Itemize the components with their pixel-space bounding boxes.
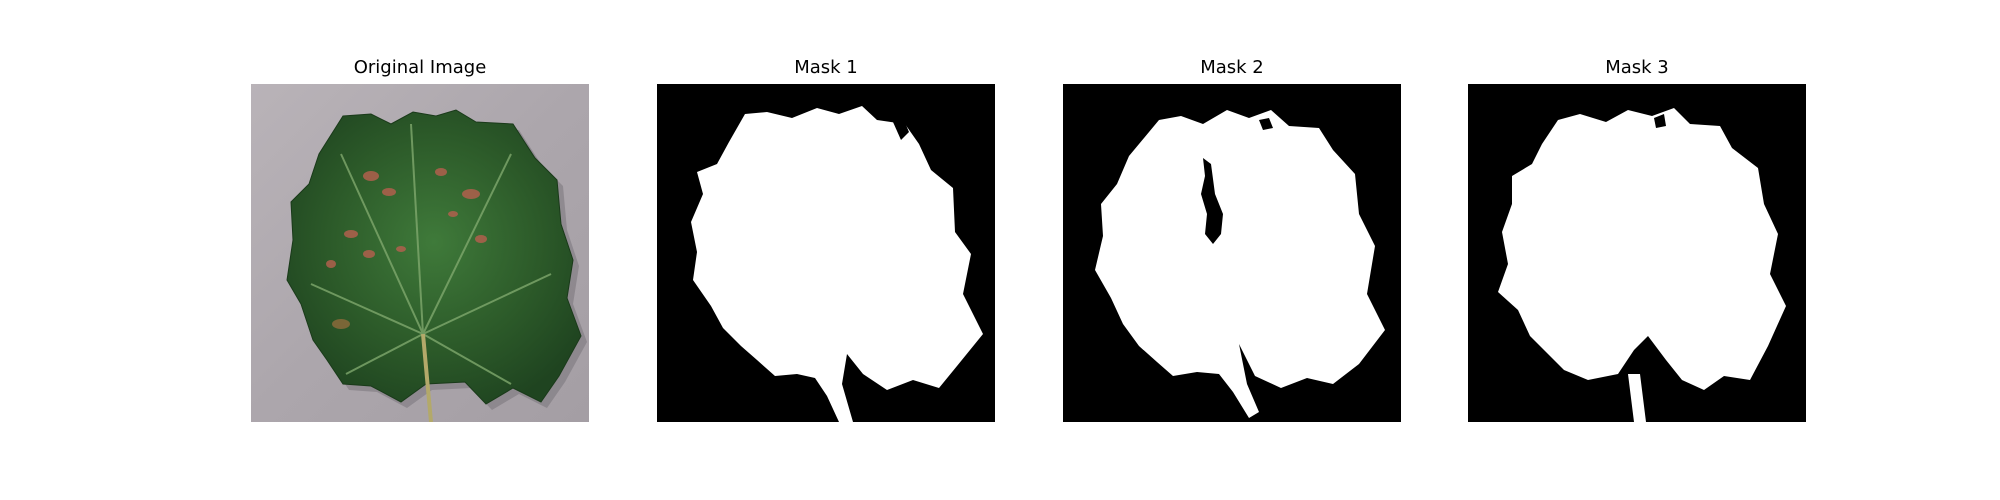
- mask-3-region: [1498, 108, 1786, 390]
- mask-2-image: [1063, 84, 1401, 422]
- mask-1-region: [691, 106, 983, 422]
- original-leaf-photo: [251, 84, 589, 422]
- panel-mask-3: Mask 3: [1468, 0, 1806, 500]
- panel-title-mask-3: Mask 3: [1605, 57, 1669, 78]
- panel-mask-2: Mask 2: [1063, 0, 1401, 500]
- mask-1-image: [657, 84, 995, 422]
- mask-3-image: [1468, 84, 1806, 422]
- panel-mask-1: Mask 1: [657, 0, 995, 500]
- mask-2-region: [1095, 110, 1385, 418]
- panel-title-mask-2: Mask 2: [1200, 57, 1264, 78]
- panel-original-image: Original Image: [251, 0, 589, 500]
- panel-title-original: Original Image: [353, 57, 487, 78]
- panel-title-mask-1: Mask 1: [794, 57, 858, 78]
- leaf-shape: [286, 109, 582, 405]
